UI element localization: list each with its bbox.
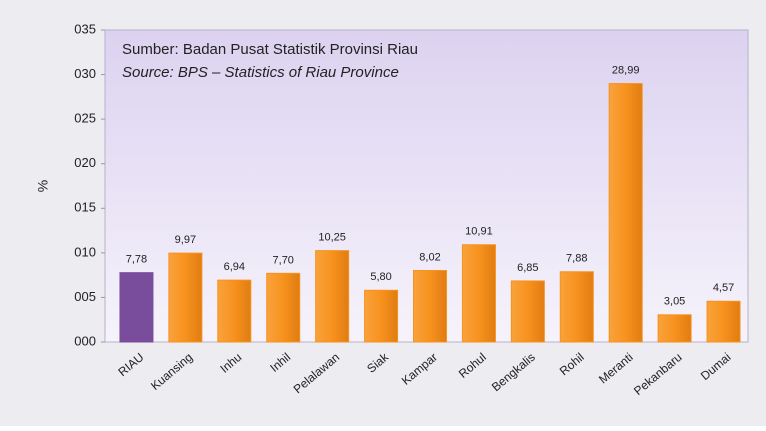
data-label: 4,57 (713, 282, 734, 294)
data-label: 6,94 (224, 261, 245, 273)
bar (657, 314, 692, 343)
data-label: 10,91 (465, 226, 493, 238)
y-tick-label: 010 (74, 244, 96, 259)
bar (706, 300, 741, 343)
y-tick-label: 030 (74, 66, 96, 81)
data-label: 8,02 (419, 251, 440, 263)
data-label: 28,99 (612, 64, 640, 76)
data-label: 3,05 (664, 296, 685, 308)
bar (510, 280, 545, 343)
data-label: 9,97 (175, 234, 196, 246)
y-tick-label: 000 (74, 333, 96, 348)
bar (364, 289, 399, 343)
data-label: 7,70 (273, 254, 294, 266)
bar (608, 83, 643, 343)
bar (413, 270, 447, 343)
annotation: Source: BPS – Statistics of Riau Provinc… (122, 64, 399, 81)
y-tick-label: 035 (74, 21, 96, 36)
bar (217, 279, 252, 343)
annotation: Sumber: Badan Pusat Statistik Provinsi R… (122, 41, 418, 58)
y-axis-label: % (35, 180, 51, 192)
data-label: 5,80 (370, 271, 391, 283)
data-label: 6,85 (517, 262, 538, 274)
data-label: 7,78 (126, 254, 147, 266)
data-label: 7,88 (566, 253, 587, 265)
y-tick-label: 025 (74, 111, 96, 126)
data-label: 10,25 (318, 232, 346, 244)
y-tick-label: 015 (74, 200, 96, 215)
bar (559, 271, 594, 343)
bar (266, 272, 301, 343)
y-tick-label: 005 (74, 289, 96, 304)
bar (119, 272, 154, 343)
bar (461, 244, 496, 343)
bar (168, 252, 203, 343)
bar (315, 250, 350, 343)
y-tick-label: 020 (74, 155, 96, 170)
